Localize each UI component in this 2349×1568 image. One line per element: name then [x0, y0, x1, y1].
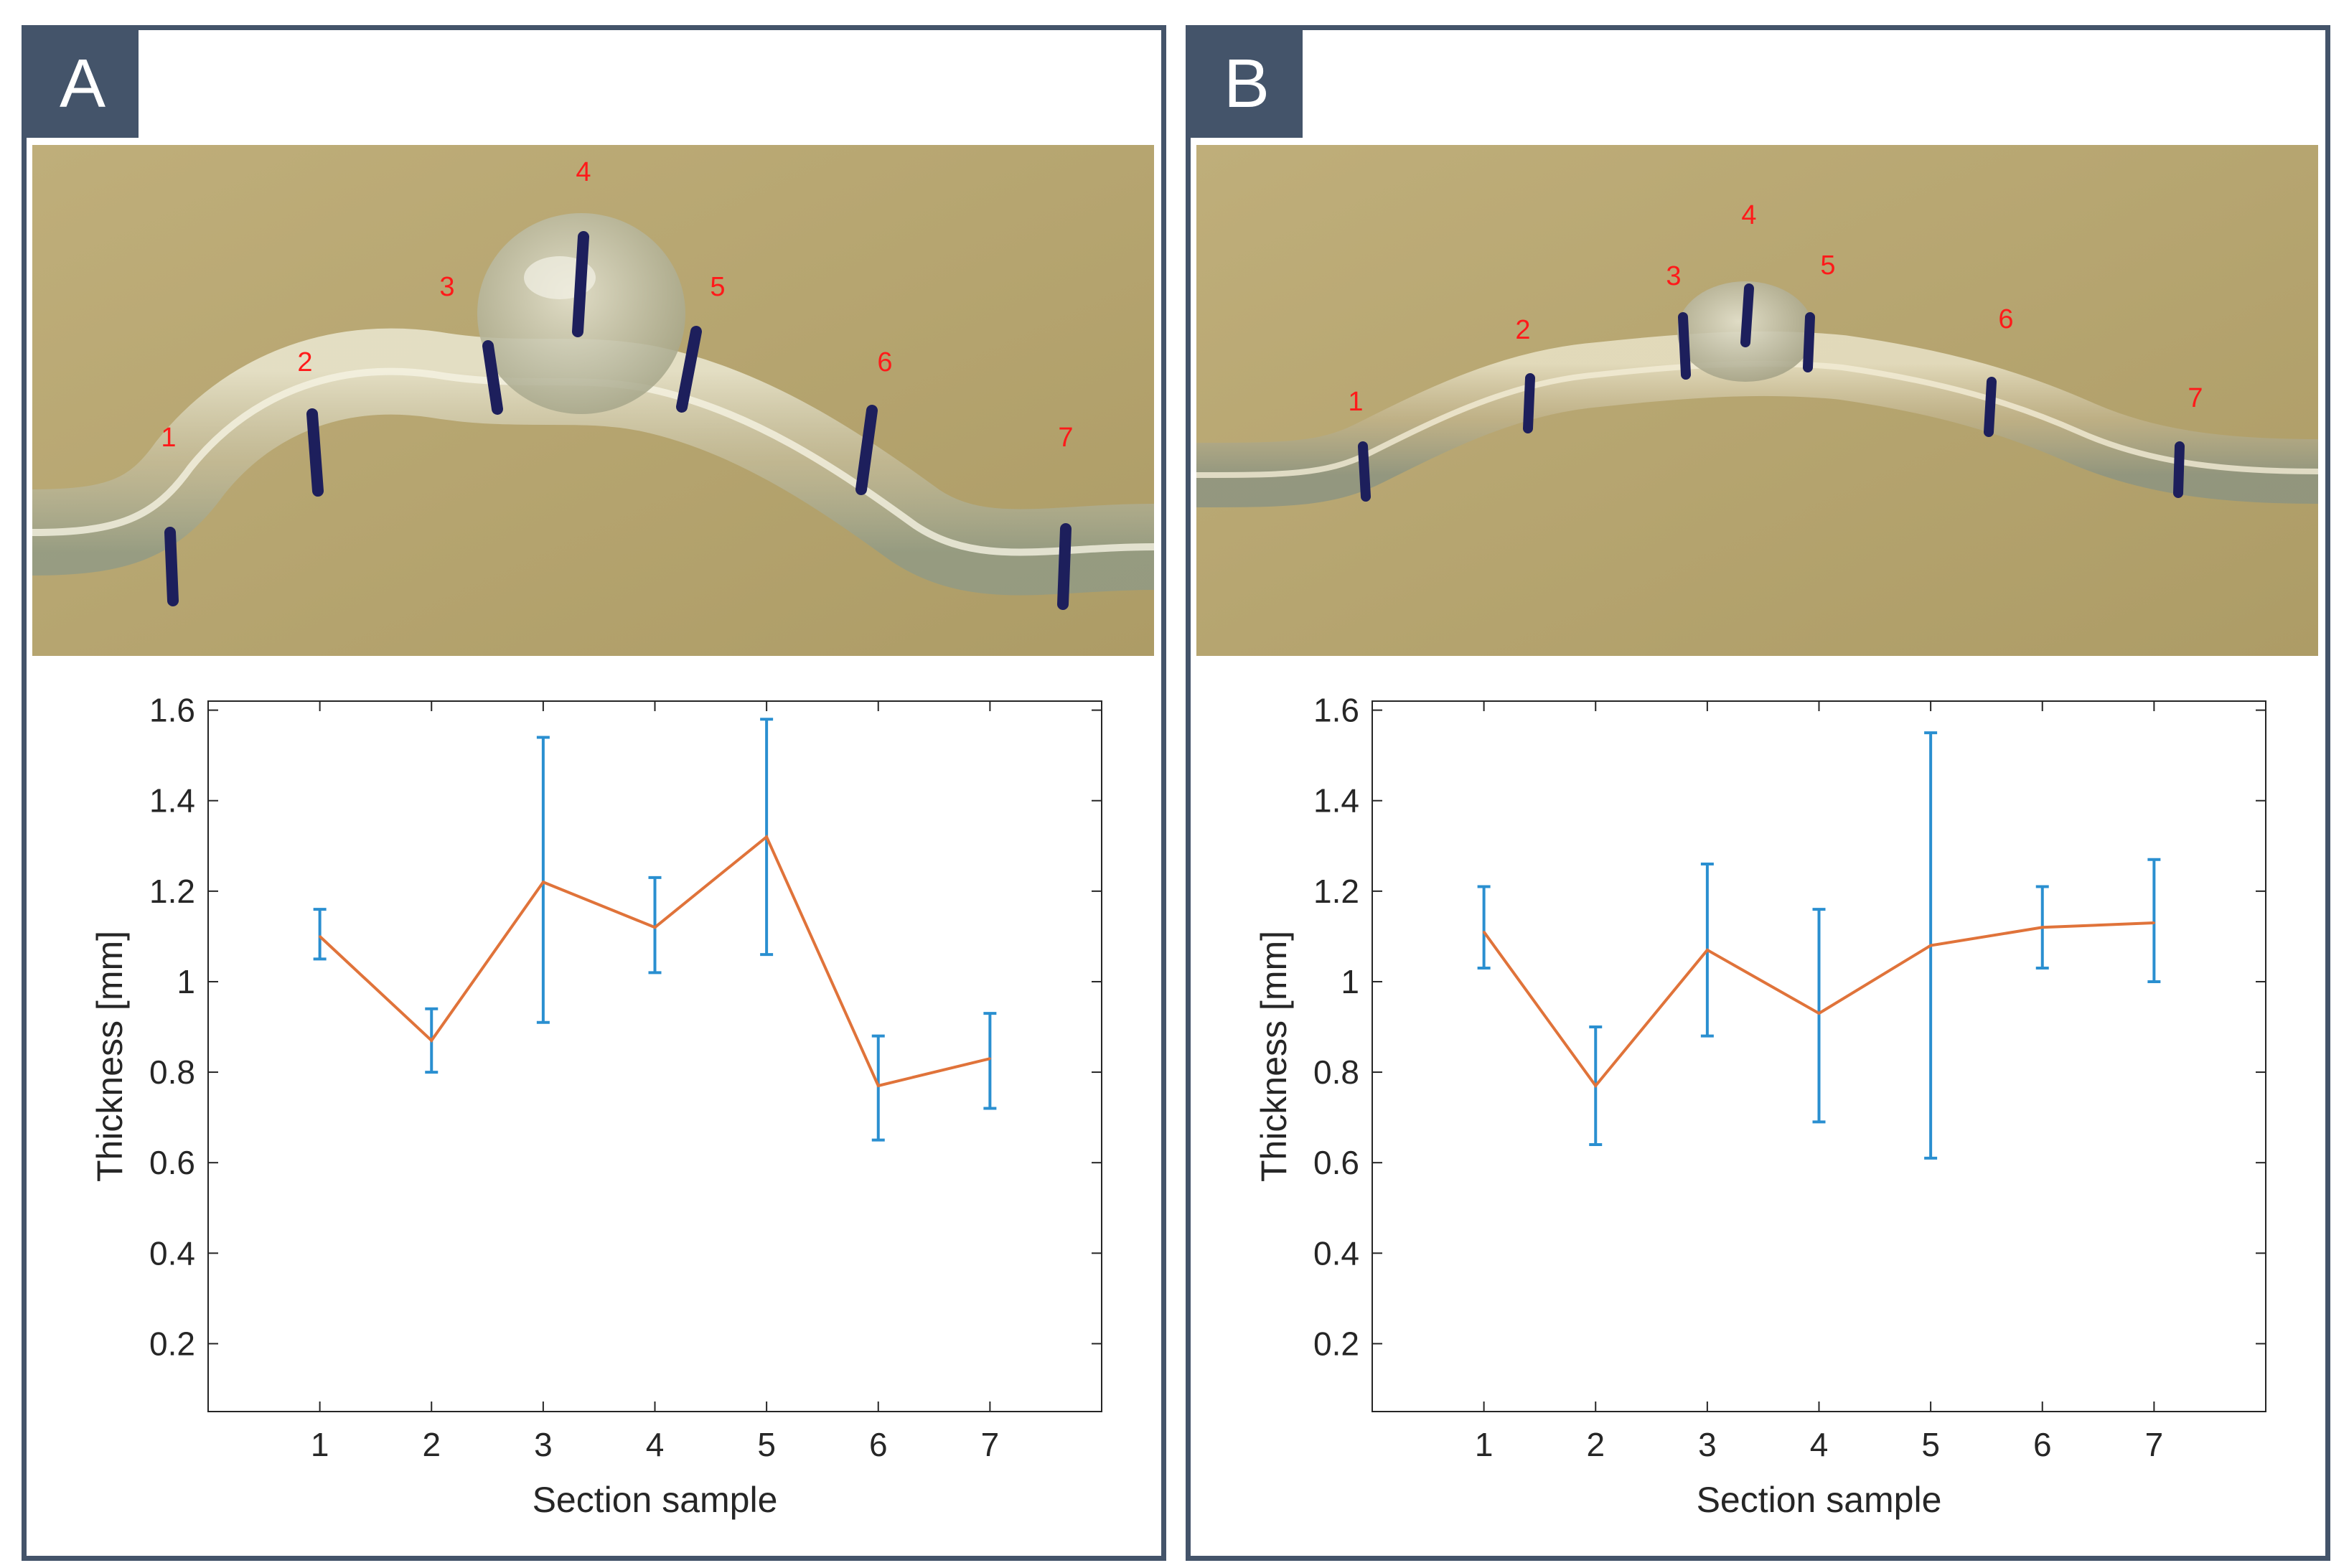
data-point-b — [1706, 949, 1709, 952]
thickness-chart-b-svg: 0.2 0.4 0.6 0.8 1 1.2 1.4 1.6 1 2 3 4 5 6 7 Section sam… — [1254, 692, 2266, 1520]
x-tick-label-b: 7 — [2145, 1426, 2164, 1463]
error-bar-b — [1477, 885, 1491, 970]
photo-mark-1-b: 1 — [1348, 387, 1363, 417]
photo-mark-5-a: 5 — [710, 272, 725, 302]
data-point-b — [1483, 931, 1486, 934]
x-tick-label-a: 2 — [422, 1426, 441, 1463]
y-tick-label-a: 0.2 — [149, 1325, 195, 1362]
error-bar-b — [2147, 858, 2161, 983]
y-tick-label-a: 1 — [177, 963, 195, 1000]
plot-area-a — [207, 700, 1102, 1412]
photo-mark-4-a: 4 — [576, 157, 591, 187]
x-tick-label-b: 3 — [1698, 1426, 1717, 1463]
y-axis-label-a: Thickness [mm] — [90, 931, 130, 1182]
y-tick-label-b: 0.6 — [1313, 1144, 1359, 1181]
x-axis-label-a: Section sample — [533, 1480, 778, 1520]
photo-mark-2-b: 2 — [1515, 315, 1530, 345]
error-bar-a — [648, 875, 662, 975]
y-tick-label-a: 1.4 — [149, 782, 195, 820]
data-point-a — [765, 835, 768, 838]
panel-a: A — [22, 25, 1166, 1561]
y-tick-label-b: 0.4 — [1313, 1234, 1359, 1272]
data-point-a — [430, 1039, 433, 1042]
photo-mark-7-a: 7 — [1058, 423, 1073, 453]
photo-mark-2-a: 2 — [297, 347, 312, 377]
y-tick-label-a: 0.4 — [149, 1234, 195, 1272]
y-axis-label-b: Thickness [mm] — [1254, 931, 1294, 1182]
error-bar-b — [1812, 908, 1826, 1124]
x-tick-label-a: 7 — [981, 1426, 1000, 1463]
error-bar-a — [871, 1034, 885, 1142]
error-bar-a — [536, 736, 550, 1024]
x-tick-label-b: 2 — [1586, 1426, 1605, 1463]
data-point-a — [654, 926, 656, 929]
data-point-b — [2152, 921, 2155, 924]
x-tick-label-b: 1 — [1475, 1426, 1494, 1463]
y-tick-label-b: 0.8 — [1313, 1053, 1359, 1091]
y-tick-label-a: 0.8 — [149, 1053, 195, 1091]
photo-mark-3-b: 3 — [1666, 261, 1681, 291]
y-tick-label-b: 1.6 — [1313, 692, 1359, 729]
data-point-b — [1818, 1012, 1820, 1015]
data-point-a — [542, 881, 545, 883]
photo-mark-7-b: 7 — [2188, 383, 2203, 413]
x-tick-label-a: 1 — [311, 1426, 329, 1463]
photo-mark-4-b: 4 — [1741, 200, 1756, 230]
phantom-photo-b-image: 1 2 3 4 5 6 7 — [1196, 145, 2318, 656]
photo-mark-1-a: 1 — [161, 423, 176, 453]
y-tick-label-a: 1.2 — [149, 873, 195, 910]
x-tick-label-b: 5 — [1921, 1426, 1940, 1463]
y-tick-label-b: 1.2 — [1313, 873, 1359, 910]
photo-mark-5-b: 5 — [1820, 250, 1835, 281]
data-point-b — [1929, 944, 1932, 947]
y-tick-label-b: 1.4 — [1313, 782, 1359, 820]
phantom-photo-b: 1 2 3 4 5 6 7 — [1196, 145, 2318, 656]
error-bar-a — [983, 1012, 997, 1110]
panel-label-a: A — [27, 30, 139, 138]
y-tick-label-b: 1 — [1341, 963, 1359, 1000]
data-point-a — [988, 1057, 991, 1060]
thickness-chart-a: 0.2 0.4 0.6 0.8 1 1.2 1.4 1.6 1 2 3 4 5 6 7 Section sam… — [32, 662, 1154, 1559]
thickness-chart-b: 0.2 0.4 0.6 0.8 1 1.2 1.4 1.6 1 2 3 4 5 6 7 Section sam… — [1196, 662, 2318, 1559]
phantom-photo-a: 1 2 3 4 5 6 7 — [32, 145, 1154, 656]
y-tick-label-a: 1.6 — [149, 692, 195, 729]
x-tick-label-a: 6 — [869, 1426, 888, 1463]
y-tick-label-b: 0.2 — [1313, 1325, 1359, 1362]
photo-mark-3-a: 3 — [439, 272, 454, 302]
data-point-a — [877, 1084, 880, 1087]
photo-mark-6-a: 6 — [877, 347, 892, 377]
thickness-chart-a-svg: 0.2 0.4 0.6 0.8 1 1.2 1.4 1.6 1 2 3 4 5 6 7 Section sam… — [90, 692, 1102, 1520]
x-axis-label-b: Section sample — [1697, 1480, 1942, 1520]
x-tick-label-b: 4 — [1810, 1426, 1829, 1463]
panel-label-b: B — [1191, 30, 1303, 138]
error-bar-a — [313, 908, 327, 961]
data-point-b — [2041, 926, 2044, 929]
data-point-b — [1594, 1084, 1597, 1087]
x-tick-label-a: 3 — [534, 1426, 553, 1463]
x-tick-label-b: 6 — [2033, 1426, 2052, 1463]
panel-b: B — [1186, 25, 2330, 1561]
data-point-a — [319, 935, 322, 938]
x-tick-label-a: 5 — [757, 1426, 776, 1463]
y-tick-label-a: 0.6 — [149, 1144, 195, 1181]
x-tick-label-a: 4 — [646, 1426, 665, 1463]
phantom-photo-a-image: 1 2 3 4 5 6 7 — [32, 145, 1154, 656]
photo-mark-6-b: 6 — [1998, 304, 2013, 334]
